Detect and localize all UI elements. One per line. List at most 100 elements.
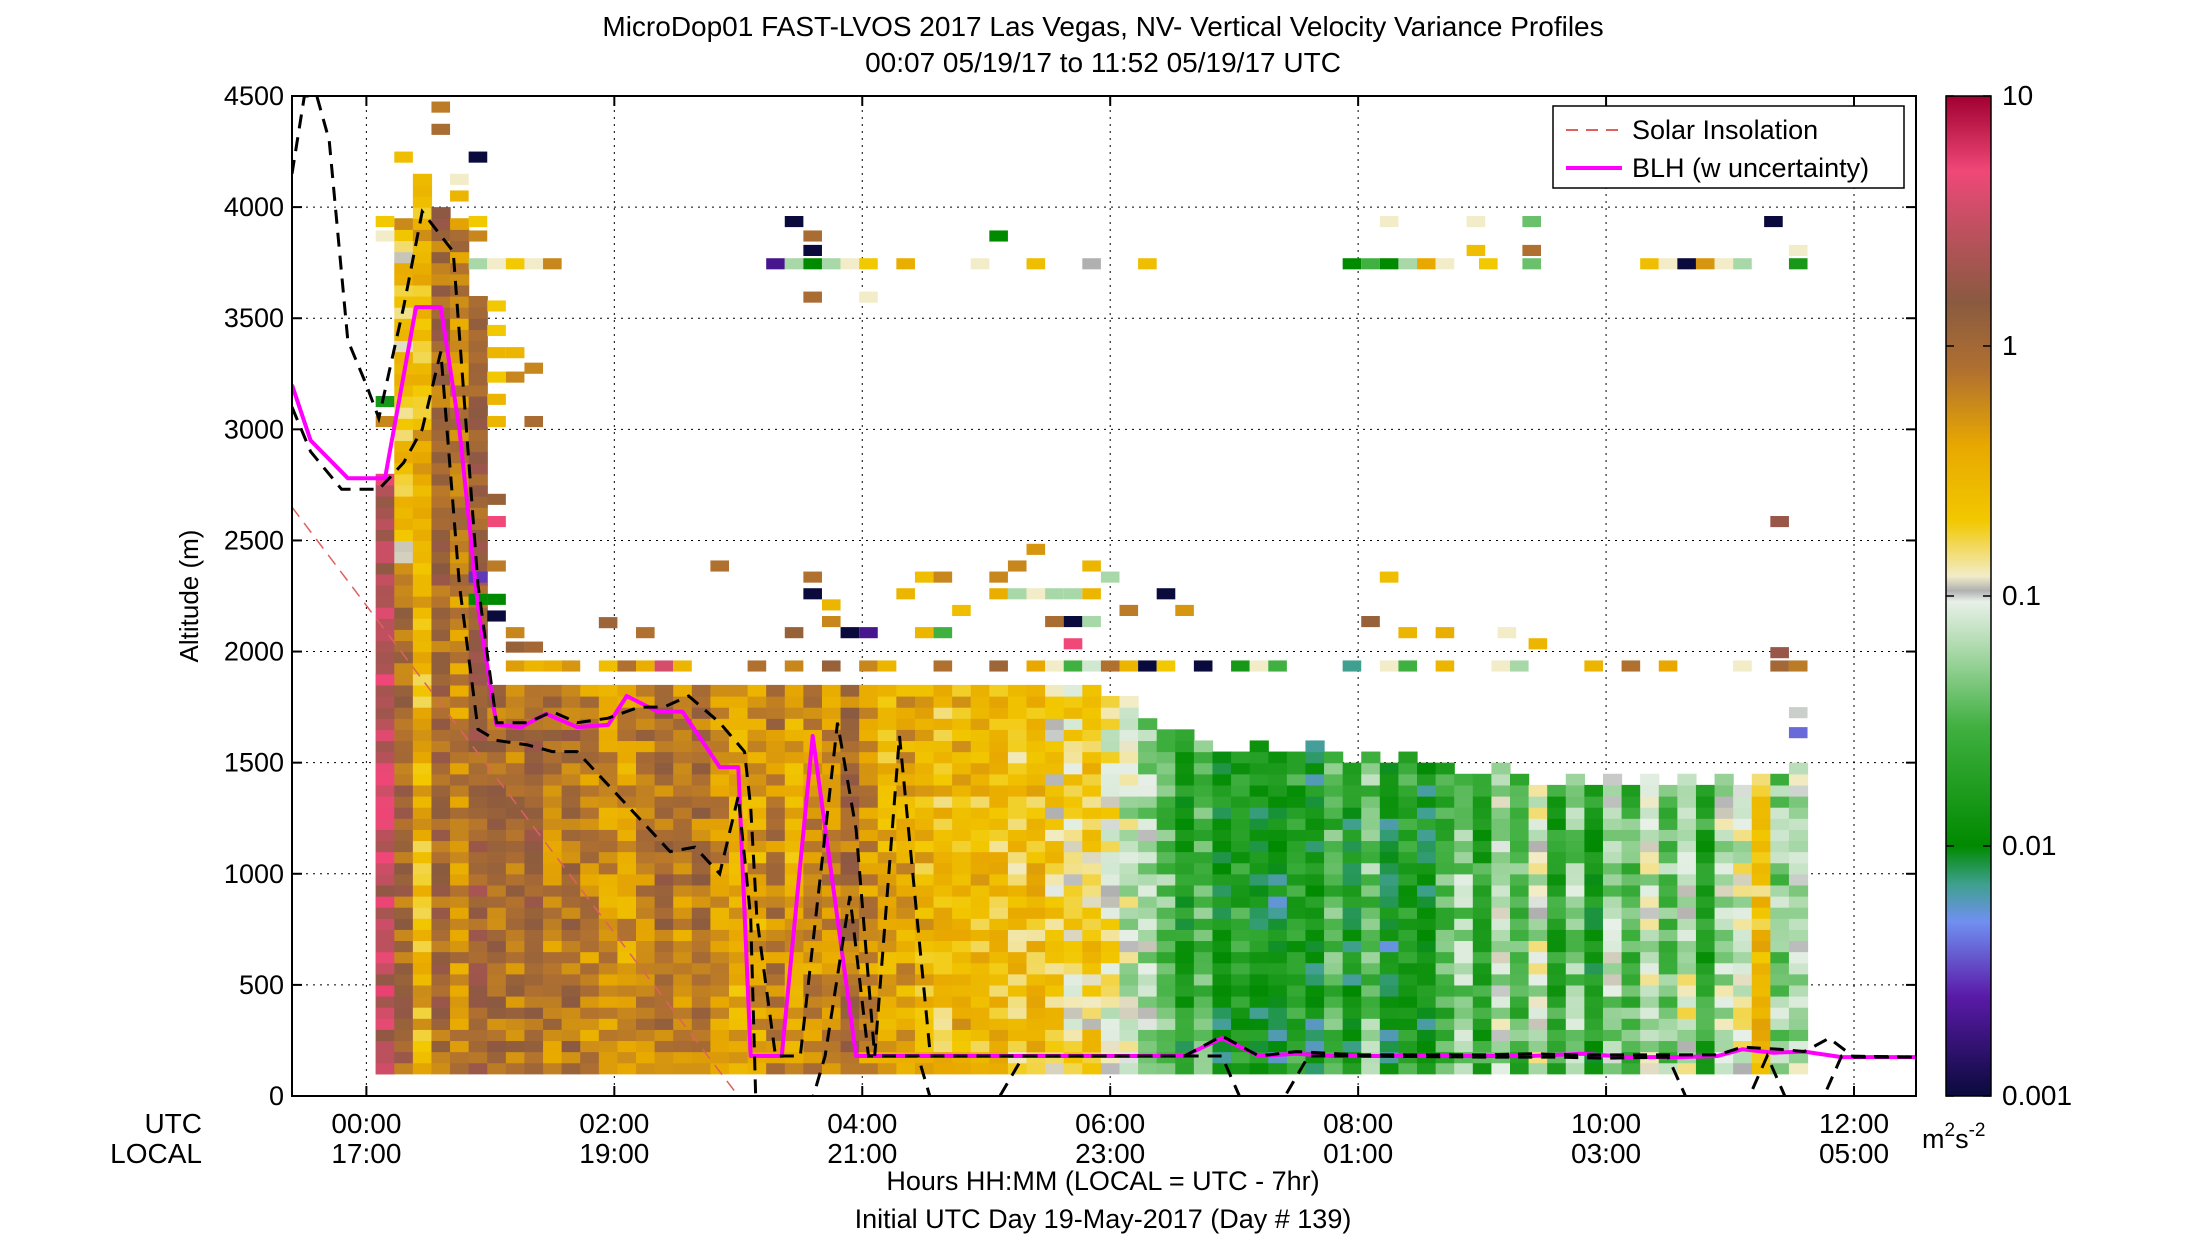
heatmap-cell: [1417, 907, 1437, 919]
heatmap-cell: [1472, 818, 1493, 830]
heatmap-cell: [524, 416, 544, 428]
heatmap-cell: [1249, 829, 1269, 842]
heatmap-cell: [1472, 862, 1493, 875]
heatmap-cell: [1565, 907, 1585, 919]
heatmap-cell: [543, 884, 563, 897]
heatmap-cell: [1007, 918, 1028, 930]
heatmap-cell: [1138, 896, 1158, 908]
heatmap-cell: [1324, 884, 1344, 897]
heatmap-cell: [412, 640, 433, 653]
heatmap-cell: [710, 718, 730, 730]
heatmap-cell: [1268, 996, 1288, 1008]
heatmap-cell: [1379, 962, 1400, 975]
heatmap-cell: [431, 918, 451, 930]
heatmap-cell: [617, 984, 637, 997]
heatmap-cell: [989, 718, 1009, 730]
heatmap-cell: [1100, 784, 1121, 797]
heatmap-cell: [821, 796, 842, 808]
heatmap-cell: [1398, 907, 1418, 919]
heatmap-cell: [1305, 873, 1325, 886]
heatmap-cell: [1602, 973, 1623, 986]
heatmap-cell: [1788, 1062, 1809, 1075]
heatmap-cell: [394, 473, 414, 486]
heatmap-cell: [1417, 884, 1437, 897]
heatmap-cell: [989, 807, 1009, 819]
heatmap-cell: [1640, 784, 1660, 797]
heatmap-cell: [1119, 604, 1139, 616]
heatmap-cell: [989, 729, 1009, 742]
heatmap-cell: [1063, 840, 1083, 853]
heatmap-cell: [1417, 951, 1437, 964]
heatmap-cell: [1082, 1062, 1102, 1075]
heatmap-cell: [673, 696, 693, 708]
heatmap-cell: [1193, 918, 1214, 930]
heatmap-cell: [1156, 829, 1176, 842]
heatmap-cell: [1398, 973, 1418, 986]
heatmap-cell: [1602, 1040, 1623, 1053]
heatmap-cell: [1472, 784, 1493, 797]
heatmap-cell: [580, 707, 600, 719]
heatmap-cell: [1305, 740, 1325, 753]
heatmap-cell: [1788, 907, 1809, 919]
heatmap-cell: [1751, 818, 1771, 830]
heatmap-cell: [394, 951, 414, 964]
heatmap-cell: [598, 829, 619, 842]
heatmap-cell: [1045, 896, 1065, 908]
heatmap-cell: [375, 818, 395, 830]
heatmap-cell: [1714, 1018, 1734, 1030]
heatmap-cell: [1658, 840, 1678, 853]
heatmap-cell: [1788, 996, 1809, 1008]
heatmap-cell: [468, 373, 488, 386]
heatmap-cell: [1175, 829, 1195, 842]
heatmap-cell: [468, 729, 488, 742]
heatmap-cell: [450, 1029, 470, 1042]
heatmap-cell: [1510, 918, 1530, 930]
heatmap-cell: [654, 762, 674, 775]
heatmap-cell: [728, 884, 749, 897]
heatmap-cell: [375, 829, 395, 842]
heatmap-cell: [1491, 940, 1511, 953]
heatmap-cell: [561, 1062, 581, 1075]
x-tick-label-utc: 12:00: [1819, 1108, 1889, 1139]
heatmap-cell: [728, 929, 749, 942]
heatmap-cell: [617, 829, 637, 842]
heatmap-cell: [877, 784, 897, 797]
heatmap-cell: [1584, 807, 1604, 819]
heatmap-cell: [1602, 962, 1623, 975]
heatmap-cell: [1026, 588, 1046, 600]
heatmap-cell: [450, 951, 470, 964]
heatmap-cell: [784, 707, 804, 719]
heatmap-cell: [1788, 773, 1809, 786]
heatmap-cell: [450, 396, 470, 408]
heatmap-cell: [952, 996, 972, 1008]
heatmap-cell: [803, 807, 823, 819]
heatmap-cell: [598, 1051, 619, 1064]
heatmap-cell: [1770, 940, 1790, 953]
heatmap-cell: [1472, 829, 1493, 842]
heatmap-cell: [1063, 851, 1083, 864]
heatmap-cell: [691, 829, 711, 842]
heatmap-cell: [896, 707, 916, 719]
heatmap-cell: [1677, 873, 1697, 886]
heatmap-cell: [989, 660, 1008, 672]
heatmap-cell: [766, 696, 786, 708]
heatmap-cell: [487, 1040, 507, 1053]
heatmap-cell: [1156, 588, 1176, 600]
heatmap-cell: [1156, 740, 1176, 753]
heatmap-cell: [1435, 907, 1455, 919]
heatmap-cell: [1268, 896, 1288, 908]
heatmap-cell: [487, 773, 507, 786]
heatmap-cell: [524, 873, 544, 886]
heatmap-cell: [859, 258, 878, 270]
heatmap-cell: [803, 684, 823, 697]
heatmap-cell: [1454, 796, 1474, 808]
heatmap-cell: [1547, 862, 1567, 875]
heatmap-cell: [375, 962, 395, 975]
heatmap-cell: [431, 651, 451, 664]
heatmap-cell: [598, 984, 619, 997]
heatmap-cell: [450, 684, 470, 697]
heatmap-cell: [1658, 1007, 1678, 1019]
heatmap-cell: [970, 729, 990, 742]
heatmap-cell: [1472, 996, 1493, 1008]
heatmap-cell: [1007, 984, 1028, 997]
